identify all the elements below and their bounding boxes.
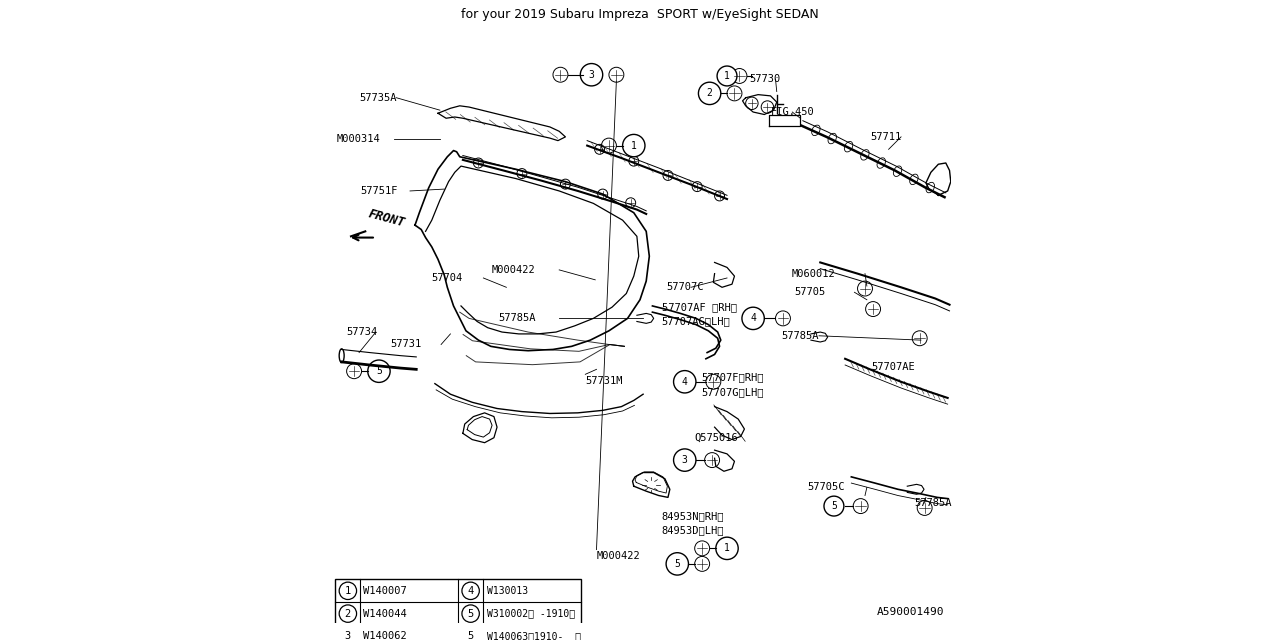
Text: FRONT: FRONT (366, 207, 406, 229)
Text: 57785A: 57785A (915, 498, 952, 508)
Text: M000422: M000422 (492, 265, 535, 275)
Text: 57734: 57734 (347, 327, 378, 337)
Text: 1: 1 (631, 141, 636, 150)
Text: 1: 1 (724, 71, 730, 81)
Text: 4: 4 (682, 377, 687, 387)
Circle shape (699, 82, 721, 104)
Circle shape (716, 537, 739, 559)
Bar (335, 579, 581, 640)
Text: 57707AG〈LH〉: 57707AG〈LH〉 (662, 317, 731, 326)
Text: M000422: M000422 (596, 551, 640, 561)
Text: FIG.450: FIG.450 (771, 107, 814, 117)
Text: 3: 3 (344, 632, 351, 640)
Text: 57735A: 57735A (358, 93, 397, 103)
Ellipse shape (339, 349, 344, 362)
Text: 84953D〈LH〉: 84953D〈LH〉 (662, 525, 724, 534)
Text: W140044: W140044 (364, 609, 407, 619)
Text: 84953N〈RH〉: 84953N〈RH〉 (662, 511, 724, 521)
Circle shape (339, 605, 357, 622)
Circle shape (673, 449, 696, 471)
Text: M000314: M000314 (337, 134, 380, 145)
Text: A590001490: A590001490 (877, 607, 945, 617)
Text: 57731: 57731 (390, 339, 421, 349)
Circle shape (666, 553, 689, 575)
Circle shape (339, 582, 357, 600)
Text: W140007: W140007 (364, 586, 407, 596)
Circle shape (339, 628, 357, 640)
Circle shape (462, 605, 479, 622)
Text: 57705: 57705 (794, 287, 826, 297)
Text: 2: 2 (344, 609, 351, 619)
Text: W140062: W140062 (364, 632, 407, 640)
Text: 5: 5 (675, 559, 680, 569)
Text: 57751F: 57751F (360, 186, 398, 196)
Text: 3: 3 (589, 70, 594, 80)
Text: 5: 5 (831, 501, 837, 511)
Text: 3: 3 (682, 455, 687, 465)
Circle shape (673, 371, 696, 393)
Circle shape (717, 66, 737, 86)
Text: 57707C: 57707C (667, 282, 704, 292)
Text: 57707AF 〈RH〉: 57707AF 〈RH〉 (662, 302, 737, 312)
Circle shape (462, 628, 479, 640)
Text: 4: 4 (750, 314, 756, 323)
Circle shape (742, 307, 764, 330)
Text: for your 2019 Subaru Impreza  SPORT w/EyeSight SEDAN: for your 2019 Subaru Impreza SPORT w/Eye… (461, 8, 819, 20)
Circle shape (824, 496, 844, 516)
Text: W130013: W130013 (486, 586, 527, 596)
Text: 5: 5 (467, 609, 474, 619)
Text: 5: 5 (467, 632, 474, 640)
Text: 57704: 57704 (431, 273, 463, 283)
Text: 57711: 57711 (870, 132, 901, 142)
Circle shape (462, 582, 479, 600)
Text: 57707AE: 57707AE (872, 362, 915, 372)
Text: W140063〈1910-  〉: W140063〈1910- 〉 (486, 632, 581, 640)
Text: 57730: 57730 (749, 74, 781, 84)
Text: M060012: M060012 (792, 269, 836, 278)
Text: 57785A: 57785A (782, 331, 819, 340)
Text: 1: 1 (724, 543, 730, 554)
Text: 4: 4 (467, 586, 474, 596)
Text: 57785A: 57785A (498, 314, 535, 323)
Text: 57707F〈RH〉: 57707F〈RH〉 (701, 372, 763, 383)
Text: 57707G〈LH〉: 57707G〈LH〉 (701, 387, 763, 397)
Circle shape (580, 63, 603, 86)
Text: 5: 5 (376, 366, 381, 376)
Text: 2: 2 (707, 88, 713, 99)
Text: Q575016: Q575016 (695, 433, 739, 443)
Text: W310002〈 -1910〉: W310002〈 -1910〉 (486, 609, 575, 619)
Circle shape (367, 360, 390, 382)
Text: 57705C: 57705C (808, 483, 845, 492)
Circle shape (622, 134, 645, 157)
Text: 1: 1 (344, 586, 351, 596)
Text: 57731M: 57731M (585, 376, 623, 385)
